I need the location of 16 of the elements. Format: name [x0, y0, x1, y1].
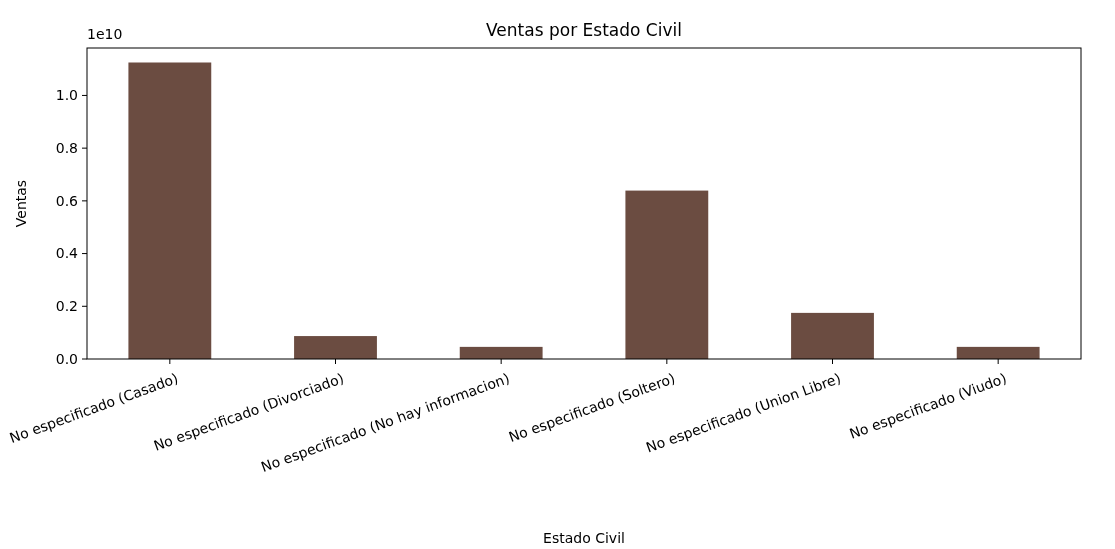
bar — [956, 346, 1040, 359]
bar — [791, 312, 874, 359]
y-tick-label: 0.6 — [55, 192, 79, 209]
y-tick-label: 0.2 — [55, 298, 78, 315]
bar — [459, 346, 543, 359]
y-tick-label: 0.4 — [55, 245, 79, 262]
y-tick-label: 0.0 — [55, 350, 78, 367]
x-axis-title: Estado Civil — [543, 530, 625, 546]
y-axis-title: Ventas — [13, 179, 29, 228]
chart-title: Ventas por Estado Civil — [486, 20, 682, 40]
y-tick-label: 1.0 — [55, 87, 78, 104]
bar — [625, 190, 709, 359]
bar — [294, 336, 377, 359]
y-tick-label: 0.8 — [55, 140, 78, 157]
text: 1e10 — [87, 26, 123, 42]
bar — [128, 62, 212, 359]
